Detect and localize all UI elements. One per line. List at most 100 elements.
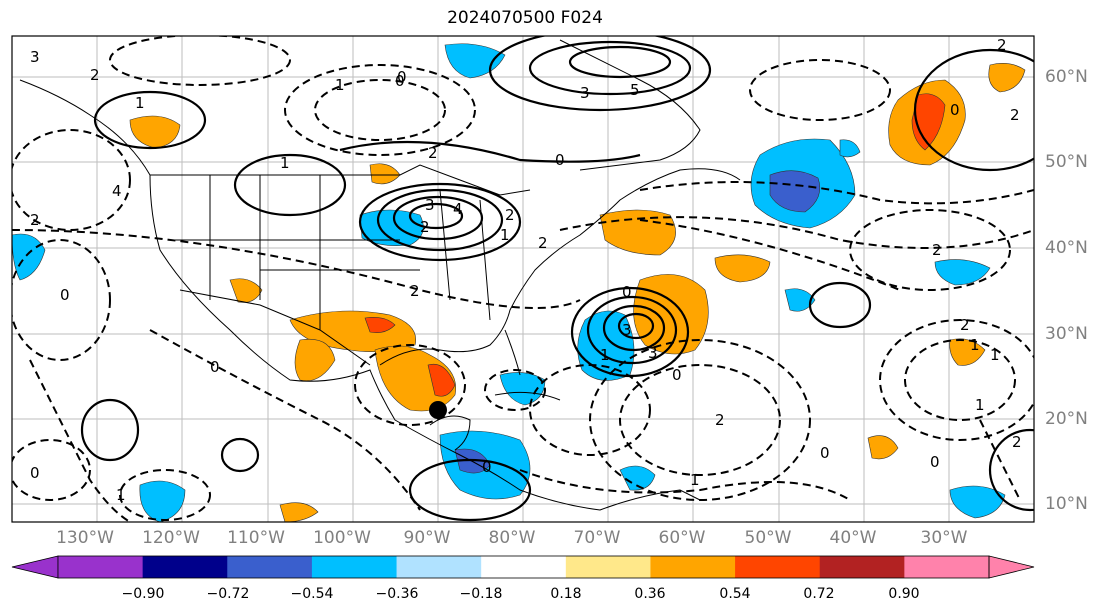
contour-line [749,59,891,121]
contour-line [589,339,811,501]
lat-label: 40°N [1045,238,1088,258]
contour-line [528,40,692,96]
lon-label: 120°W [142,528,200,548]
lon-label: 100°W [313,528,371,548]
colorbar-tick: −0.18 [459,586,503,602]
contour-line [639,181,1034,205]
coastline-florida [504,329,521,376]
contour-line [617,312,655,340]
location-marker [429,401,447,419]
contour-line [12,129,131,231]
colorbar-segment [58,556,144,578]
contour-line [12,239,111,361]
colorbar-segment [142,556,228,578]
contour-label: 5 [630,81,640,99]
contour-label: 1 [970,336,980,354]
contour-line [979,419,1021,501]
contour-label: 2 [30,211,40,229]
contour-line [392,195,484,241]
fill-patch [949,338,986,366]
contour-line [109,36,291,86]
colorbar-segment [819,556,905,578]
lon-label: 130°W [56,528,114,548]
contour-label: 0 [397,68,407,86]
contour-label: 2 [90,66,100,84]
fill-patch [769,170,821,213]
contour-line [602,304,666,352]
contour-line [149,329,421,511]
fill-patch [784,288,816,312]
lon-label: 50°W [744,528,792,548]
contour-line [376,188,504,252]
colorbar-tick: −0.72 [206,586,250,602]
colorbar-segment [227,556,313,578]
contour-label: 2 [997,36,1007,54]
fill-patch [427,363,456,397]
contour-label: 3 [622,321,632,339]
contour-line [529,364,651,456]
contour-label: 1 [990,346,1000,364]
colorbar-segment [481,556,567,578]
contour-line [339,140,641,163]
contour-label: 2 [1012,433,1022,451]
lat-label: 30°N [1045,324,1088,344]
contour-line [80,398,140,462]
lon-label: 90°W [403,528,451,548]
contour-label: 4 [112,182,122,200]
contour-label: 1 [135,94,145,112]
contour-label: 2 [932,241,942,259]
fill-patch [867,435,899,460]
contour-line [519,469,851,501]
contour-label: 1 [280,154,290,172]
colorbar-tick: 0.54 [719,586,751,602]
contour-label: 2 [1010,106,1020,124]
contour-line [586,295,678,365]
fill-patch [294,338,336,382]
lat-label: 60°N [1045,67,1088,87]
contour-label: 3 [30,48,40,66]
fill-patch [949,485,1006,519]
contour-label: 2 [505,206,515,224]
colorbar-tick: 0.72 [803,586,835,602]
contour-label: 0 [60,286,70,304]
fill-patch [911,93,946,151]
contour-label: 1 [690,471,700,489]
lon-label: 30°W [920,528,968,548]
fill-patch [934,259,991,286]
contour-line [233,153,347,217]
map-title: 2024070500 F024 [447,8,603,28]
contour-line [484,369,546,411]
fill-patch [364,317,396,333]
lon-label: 70°W [573,528,621,548]
contour-label: 3 [425,196,435,214]
contour-label: 0 [555,151,565,169]
colorbar [11,555,1035,579]
colorbar-border [57,555,990,579]
fill-patch [12,233,46,281]
anomaly-fill [12,43,1026,522]
fill-patch [359,209,424,246]
contour-line [619,364,781,476]
contour-label: 0 [930,453,940,471]
colorbar-tick: −0.54 [290,586,334,602]
contour-line [284,64,476,156]
contour-label: 0 [210,358,220,376]
coastlines [19,39,741,511]
contour-label: 4 [453,200,463,218]
contour-line [849,209,1011,291]
fill-patch [499,372,546,406]
contour-line [12,439,91,501]
contour-line [314,79,446,141]
colorbar-segment [565,556,651,578]
lon-label: 40°W [829,528,877,548]
colorbar-over-arrow [988,555,1035,579]
contour-labels: 3 2 0 1 1 2 0 3 3 4 2 0 2 1 2 4 2 0 3 5 … [30,36,1022,504]
contour-label: 2 [538,234,548,252]
contour-label: 0 [395,72,405,90]
contour-label: 2 [420,218,430,236]
lon-label: 110°W [227,528,285,548]
colorbar-segment [735,556,821,578]
colorbar-segment [904,556,990,578]
contour-line [639,219,901,291]
